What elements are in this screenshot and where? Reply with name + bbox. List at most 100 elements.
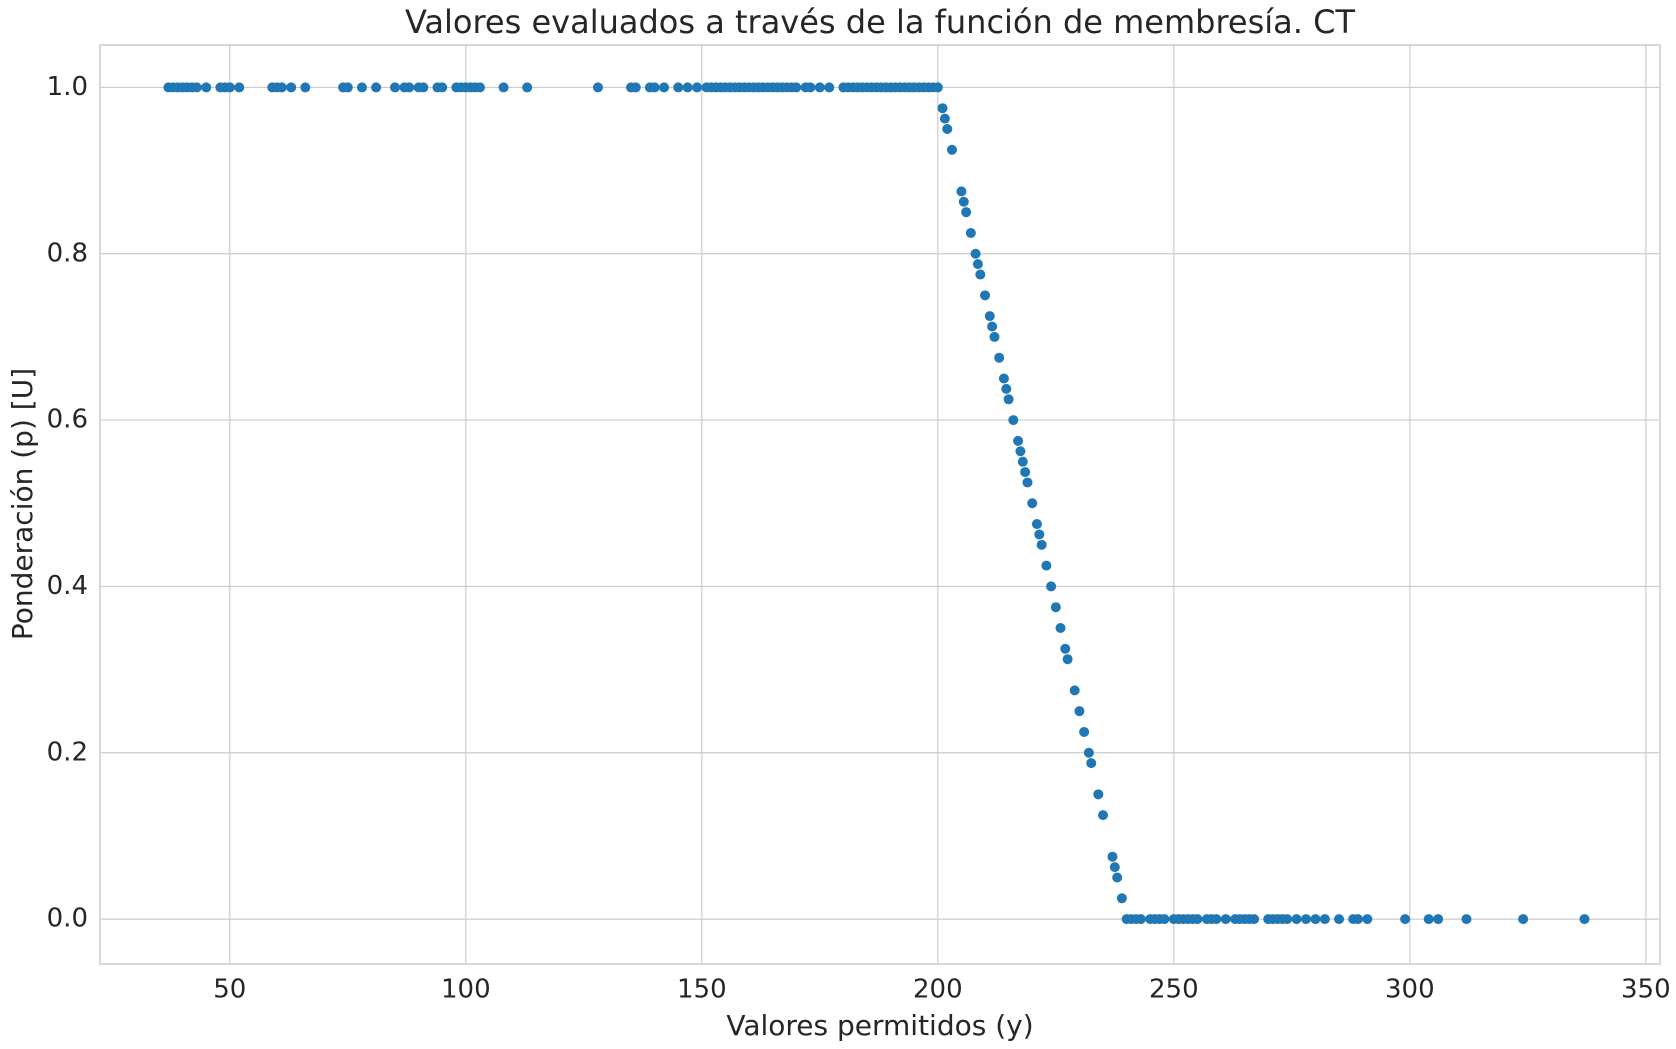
point	[1518, 914, 1529, 925]
point	[201, 82, 212, 93]
point	[276, 82, 287, 93]
point	[300, 82, 311, 93]
point	[1055, 623, 1066, 634]
y-tick-label: 0.8	[47, 238, 88, 268]
point	[1008, 415, 1019, 426]
point	[474, 82, 485, 93]
point	[1352, 914, 1363, 925]
x-tick-label: 250	[1149, 975, 1199, 1005]
point	[1282, 914, 1293, 925]
point	[961, 207, 972, 218]
point	[998, 373, 1009, 384]
point	[1050, 602, 1061, 613]
point	[342, 82, 353, 93]
point	[234, 82, 245, 93]
point	[1112, 872, 1123, 883]
point	[1300, 914, 1311, 925]
point	[984, 311, 995, 322]
point	[286, 82, 297, 93]
y-tick-label: 0.0	[47, 904, 88, 934]
point	[1433, 914, 1444, 925]
point	[1083, 747, 1094, 758]
point	[630, 82, 641, 93]
point	[1060, 643, 1071, 654]
point	[1400, 914, 1411, 925]
x-tick-label: 150	[677, 975, 727, 1005]
point	[989, 331, 1000, 342]
point	[1027, 498, 1038, 509]
point	[824, 82, 835, 93]
point	[1074, 706, 1085, 717]
point	[937, 103, 948, 114]
point	[1116, 893, 1127, 904]
chart-title: Valores evaluados a través de la función…	[405, 3, 1355, 41]
point	[437, 82, 448, 93]
point	[1579, 914, 1590, 925]
point	[1291, 914, 1302, 925]
point	[1022, 477, 1033, 488]
point	[224, 82, 235, 93]
point	[1319, 914, 1330, 925]
point	[956, 186, 967, 197]
point	[1220, 914, 1231, 925]
point	[592, 82, 603, 93]
point	[975, 269, 986, 280]
point	[1098, 810, 1109, 821]
point	[1069, 685, 1080, 696]
point	[682, 82, 693, 93]
point	[1015, 446, 1026, 457]
point	[498, 82, 509, 93]
point	[418, 82, 429, 93]
point	[1062, 654, 1073, 665]
point	[814, 82, 825, 93]
point	[1003, 394, 1014, 405]
point	[946, 144, 957, 155]
point	[942, 123, 953, 134]
point	[1013, 435, 1024, 446]
point	[958, 196, 969, 207]
point	[805, 82, 816, 93]
point	[1109, 862, 1120, 873]
y-tick-label: 0.4	[47, 571, 88, 601]
point	[356, 82, 367, 93]
point	[1093, 789, 1104, 800]
y-tick-label: 0.2	[47, 737, 88, 767]
point	[1423, 914, 1434, 925]
point	[371, 82, 382, 93]
point	[1461, 914, 1472, 925]
point	[791, 82, 802, 93]
point	[1017, 456, 1028, 467]
point	[972, 259, 983, 270]
x-tick-label: 350	[1621, 975, 1671, 1005]
x-tick-label: 300	[1385, 975, 1435, 1005]
point	[1031, 519, 1042, 530]
point	[1107, 851, 1118, 862]
point	[980, 290, 991, 301]
point	[1046, 581, 1057, 592]
point	[932, 82, 943, 93]
point	[191, 82, 202, 93]
point	[1086, 758, 1097, 769]
point	[1001, 383, 1012, 394]
plot-frame	[99, 44, 1661, 965]
point	[649, 82, 660, 93]
point	[1159, 914, 1170, 925]
y-axis-label: Ponderación (p) [U]	[6, 368, 39, 640]
point	[1334, 914, 1345, 925]
point	[1041, 560, 1052, 571]
x-tick-label: 200	[913, 975, 963, 1005]
y-tick-label: 0.6	[47, 405, 88, 435]
point	[659, 82, 670, 93]
point	[1036, 539, 1047, 550]
point	[1362, 914, 1373, 925]
point	[970, 248, 981, 259]
point	[1192, 914, 1203, 925]
x-tick-label: 50	[213, 975, 246, 1005]
point	[1034, 529, 1045, 540]
point	[692, 82, 703, 93]
point	[939, 113, 950, 124]
point	[390, 82, 401, 93]
point	[1211, 914, 1222, 925]
point	[1079, 726, 1090, 737]
